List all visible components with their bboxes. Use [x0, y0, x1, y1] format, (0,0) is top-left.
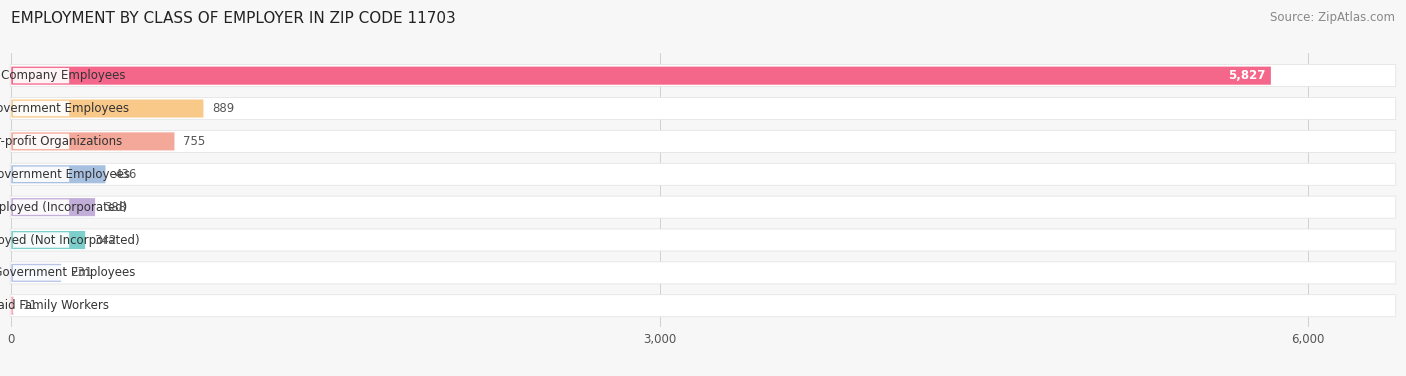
Text: 231: 231 [70, 266, 93, 279]
Text: 436: 436 [114, 168, 136, 181]
Text: Not-for-profit Organizations: Not-for-profit Organizations [0, 135, 122, 148]
FancyBboxPatch shape [11, 264, 62, 282]
FancyBboxPatch shape [10, 229, 1396, 251]
FancyBboxPatch shape [11, 198, 96, 216]
FancyBboxPatch shape [11, 67, 1271, 85]
FancyBboxPatch shape [13, 265, 69, 280]
Text: 342: 342 [94, 233, 117, 247]
Text: Self-Employed (Incorporated): Self-Employed (Incorporated) [0, 201, 128, 214]
FancyBboxPatch shape [10, 65, 1396, 86]
FancyBboxPatch shape [13, 101, 69, 116]
Text: Self-Employed (Not Incorporated): Self-Employed (Not Incorporated) [0, 233, 139, 247]
FancyBboxPatch shape [13, 134, 69, 149]
FancyBboxPatch shape [11, 231, 86, 249]
FancyBboxPatch shape [10, 262, 1396, 284]
FancyBboxPatch shape [13, 167, 69, 182]
Text: Federal Government Employees: Federal Government Employees [0, 266, 136, 279]
FancyBboxPatch shape [10, 196, 1396, 218]
FancyBboxPatch shape [11, 132, 174, 150]
Text: 11: 11 [22, 299, 38, 312]
FancyBboxPatch shape [11, 100, 204, 118]
FancyBboxPatch shape [10, 163, 1396, 185]
Text: 388: 388 [104, 201, 127, 214]
Text: Unpaid Family Workers: Unpaid Family Workers [0, 299, 108, 312]
Text: Local Government Employees: Local Government Employees [0, 102, 129, 115]
Text: Private Company Employees: Private Company Employees [0, 69, 125, 82]
FancyBboxPatch shape [13, 232, 69, 248]
FancyBboxPatch shape [13, 199, 69, 215]
Text: 5,827: 5,827 [1227, 69, 1265, 82]
FancyBboxPatch shape [13, 298, 69, 314]
FancyBboxPatch shape [10, 130, 1396, 152]
Text: Source: ZipAtlas.com: Source: ZipAtlas.com [1270, 11, 1395, 24]
Text: State Government Employees: State Government Employees [0, 168, 129, 181]
FancyBboxPatch shape [11, 297, 14, 315]
Text: 889: 889 [212, 102, 235, 115]
FancyBboxPatch shape [13, 68, 69, 83]
FancyBboxPatch shape [10, 295, 1396, 317]
Text: 755: 755 [183, 135, 205, 148]
FancyBboxPatch shape [11, 165, 105, 183]
FancyBboxPatch shape [10, 97, 1396, 120]
Text: EMPLOYMENT BY CLASS OF EMPLOYER IN ZIP CODE 11703: EMPLOYMENT BY CLASS OF EMPLOYER IN ZIP C… [11, 11, 456, 26]
